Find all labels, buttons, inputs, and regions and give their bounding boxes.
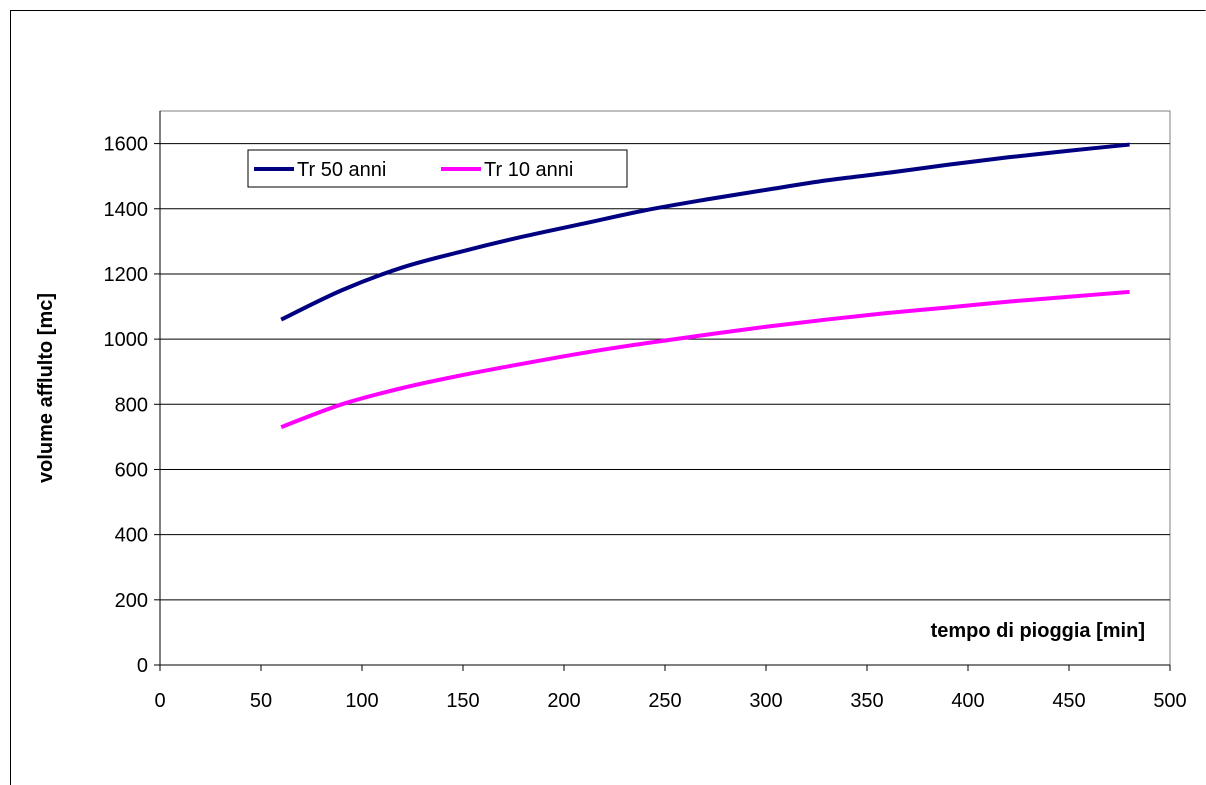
x-tick-label-100: 100	[345, 690, 378, 712]
x-axis: 0 50 100 150 200 250 300 350 400 450 500	[154, 664, 1187, 712]
x-tick-label-500: 500	[1153, 690, 1186, 712]
x-tick-label-300: 300	[749, 690, 782, 712]
legend-box	[247, 149, 628, 188]
y-tick-label-1000: 1000	[104, 329, 149, 351]
legend-label-tr10: Tr 10 anni	[484, 159, 573, 181]
x-tick-label-450: 450	[1052, 690, 1085, 712]
y-axis: 0 200 400 600 800 1000 1200 1400 1600	[104, 111, 161, 677]
y-tick-label-0: 0	[137, 655, 148, 677]
x-axis-title: tempo di pioggia [min]	[931, 620, 1145, 642]
plot-area	[159, 110, 1171, 666]
legend-label-tr50: Tr 50 anni	[297, 159, 386, 181]
x-tick-label-0: 0	[154, 690, 165, 712]
x-tick-label-350: 350	[850, 690, 883, 712]
series-line-0	[280, 142, 1130, 322]
x-tick-label-150: 150	[446, 690, 479, 712]
y-tick-label-1600: 1600	[104, 134, 149, 156]
y-tick-label-400: 400	[115, 525, 148, 547]
legend: Tr 50 anni Tr 10 anni	[247, 149, 628, 188]
series-layer	[280, 142, 1130, 429]
series-line-1	[280, 289, 1130, 429]
x-tick-label-400: 400	[951, 690, 984, 712]
chart-area-border	[10, 10, 1206, 785]
y-axis-title: volume afflulto [mc]	[35, 293, 57, 483]
y-tick-label-600: 600	[115, 459, 148, 481]
x-tick-label-250: 250	[648, 690, 681, 712]
y-tick-label-1400: 1400	[104, 199, 149, 221]
y-tick-label-1200: 1200	[104, 264, 149, 286]
x-tick-label-50: 50	[250, 690, 272, 712]
x-tick-label-200: 200	[547, 690, 580, 712]
y-tick-label-200: 200	[115, 590, 148, 612]
y-tick-label-800: 800	[115, 394, 148, 416]
